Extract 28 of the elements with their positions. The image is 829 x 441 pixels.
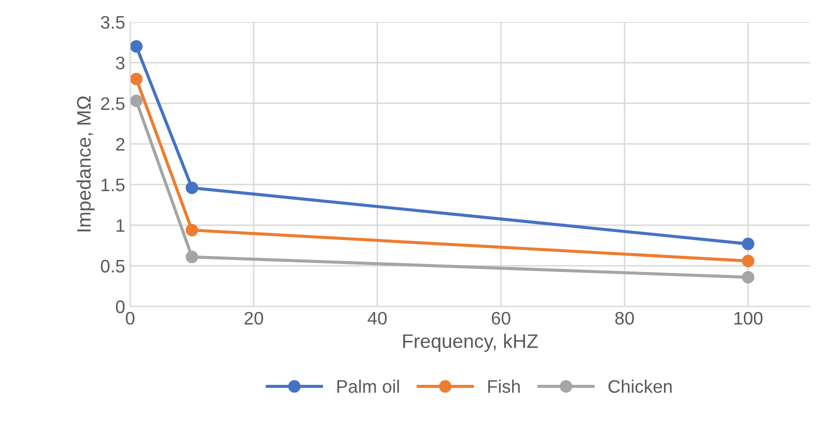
- y-tick-label: 3.5: [100, 16, 125, 29]
- point: [186, 224, 198, 236]
- point: [130, 94, 143, 108]
- point: [742, 238, 754, 250]
- x-tick-label: 0: [126, 312, 134, 325]
- point: [742, 270, 754, 284]
- x-tick-label: 80: [615, 312, 634, 325]
- x-tick-label: 20: [244, 312, 264, 325]
- legend-label: Palm oil: [337, 380, 399, 393]
- x-tick-label: 40: [368, 312, 387, 325]
- point: [130, 40, 143, 53]
- legend-label: Fish: [488, 380, 520, 393]
- y-tick-label: 2: [116, 138, 124, 150]
- x-axis-title: Frequency, kHZ: [403, 334, 538, 352]
- point: [186, 250, 198, 264]
- legend-label: Chicken: [608, 380, 672, 393]
- y-tick-label: 1.5: [102, 178, 125, 192]
- y-tick-label: 0: [116, 300, 125, 314]
- y-tick-label: 0.5: [100, 260, 125, 273]
- y-axis-title: Impedance, MΩ: [76, 96, 95, 232]
- x-tick-label: 100: [734, 312, 762, 325]
- point: [186, 182, 198, 194]
- y-tick-label: 1: [116, 219, 124, 232]
- point: [130, 72, 143, 86]
- x-tick-label: 60: [492, 312, 510, 325]
- point: [742, 254, 754, 268]
- y-tick-label: 3: [116, 56, 124, 70]
- y-tick-label: 2.5: [101, 97, 125, 110]
